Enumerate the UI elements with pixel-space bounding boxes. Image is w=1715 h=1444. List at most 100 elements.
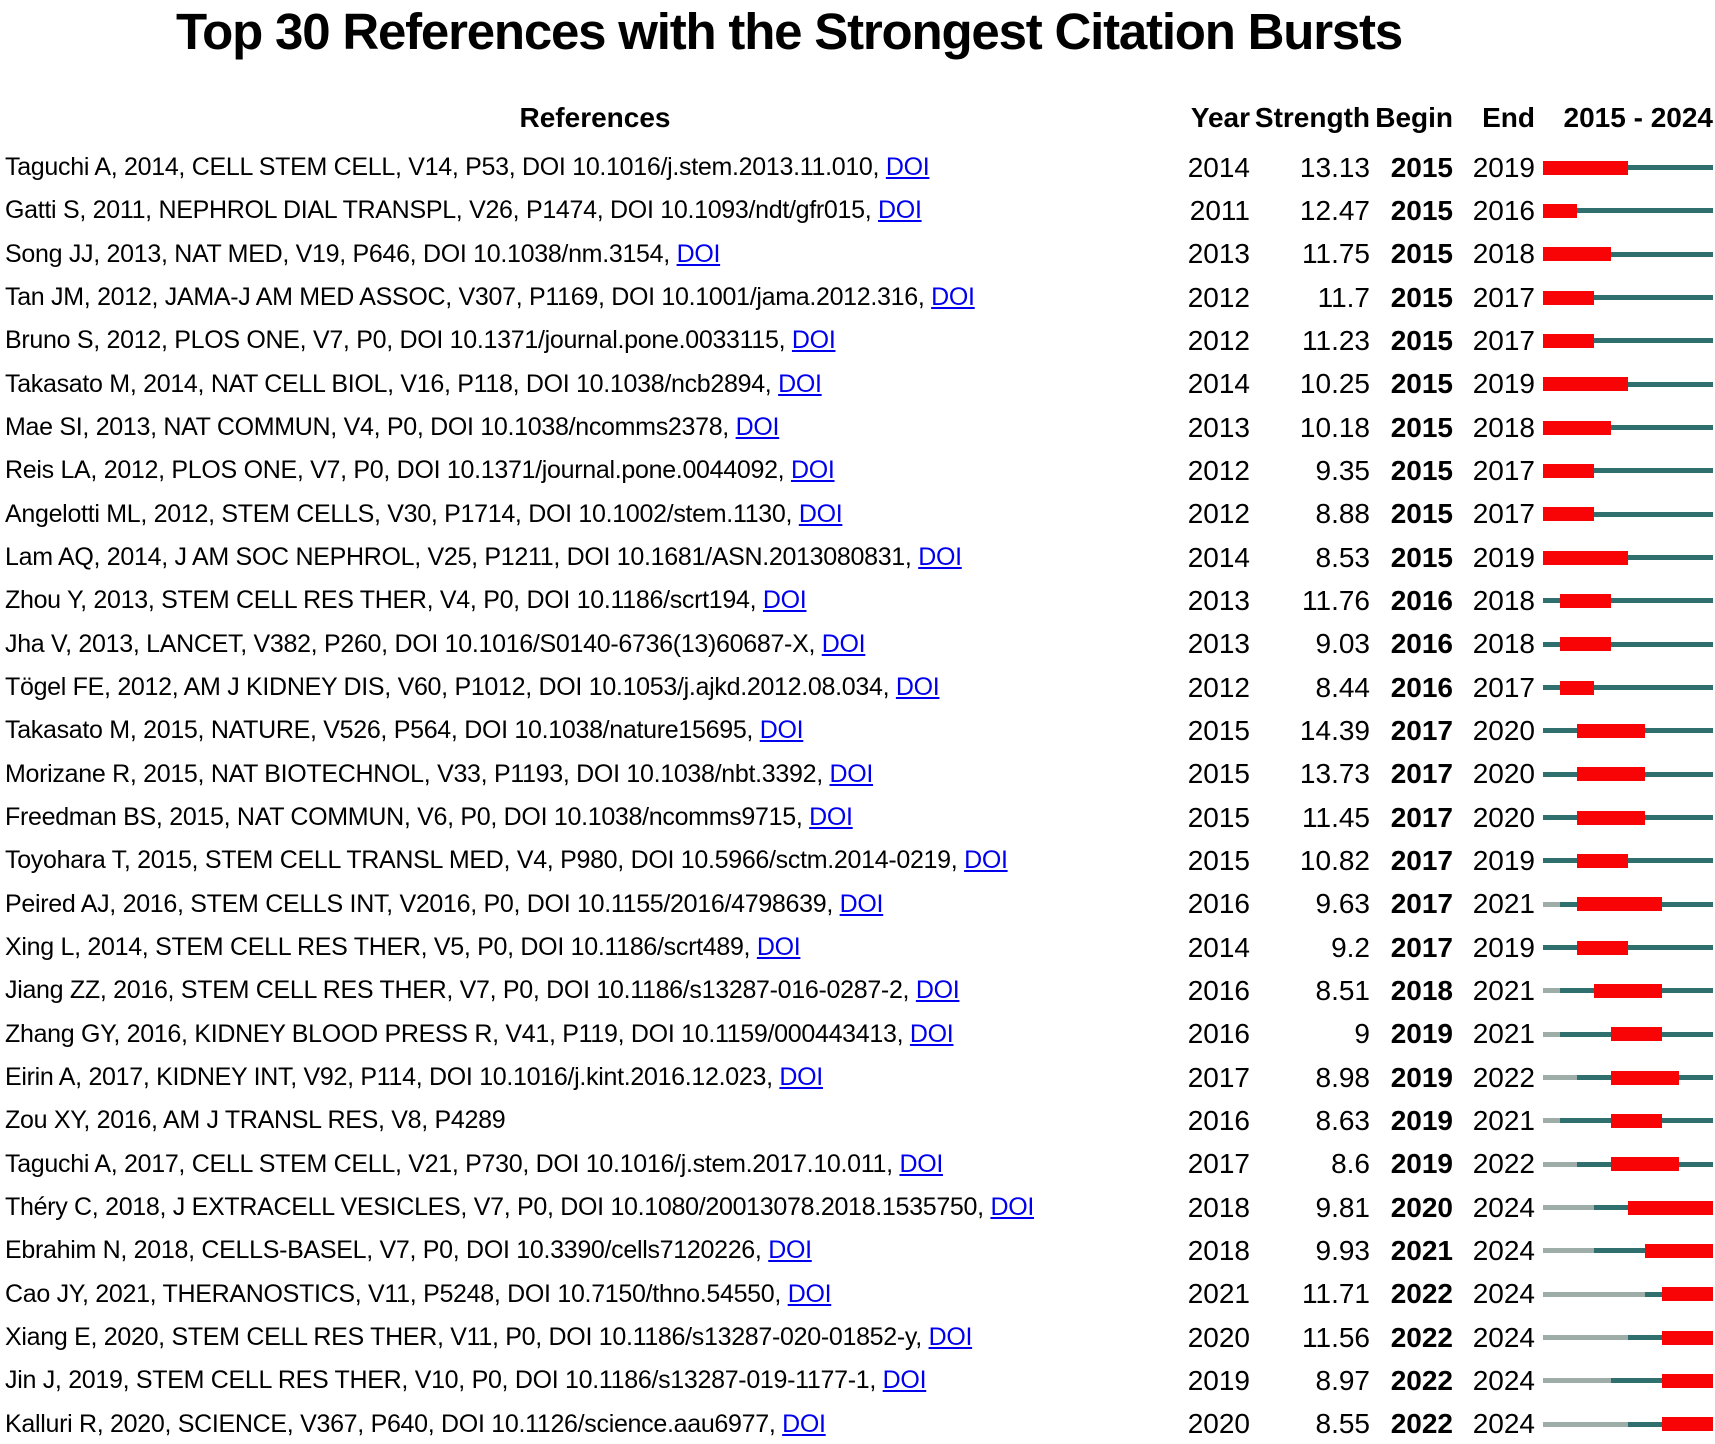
timeline-cell [1535, 1070, 1715, 1085]
doi-link[interactable]: DOI [829, 759, 874, 788]
doi-link[interactable]: DOI [790, 456, 835, 485]
year-cell: 2018 [1187, 1234, 1250, 1266]
table-row: Tögel FE, 2012, AM J KIDNEY DIS, V60, P1… [0, 666, 1715, 709]
doi-link[interactable]: DOI [782, 1409, 826, 1438]
burst-timeline-bar [1543, 420, 1713, 435]
table-row: Mae SI, 2013, NAT COMMUN, V4, P0, DOI 10… [0, 406, 1715, 449]
burst-timeline-bar [1543, 897, 1713, 912]
begin-cell: 2017 [1390, 714, 1453, 746]
timeline-cell [1535, 1287, 1715, 1302]
strength-cell: 8.6 [1331, 1148, 1370, 1180]
year-cell: 2011 [1189, 194, 1250, 226]
begin-cell: 2015 [1390, 324, 1453, 356]
year-cell: 2016 [1187, 1018, 1250, 1050]
strength-cell: 11.56 [1302, 1321, 1370, 1353]
burst-segment [1560, 637, 1611, 652]
end-cell: 2017 [1472, 281, 1535, 313]
table-row: Eirin A, 2017, KIDNEY INT, V92, P114, DO… [0, 1056, 1715, 1099]
burst-timeline-bar [1543, 333, 1713, 348]
begin-cell: 2016 [1390, 671, 1453, 703]
doi-link[interactable]: DOI [768, 1236, 812, 1265]
doi-link[interactable]: DOI [882, 1366, 927, 1395]
table-row: Kalluri R, 2020, SCIENCE, V367, P640, DO… [0, 1403, 1715, 1444]
reference-citation: Tögel FE, 2012, AM J KIDNEY DIS, V60, P1… [5, 673, 890, 702]
reference-citation: Xing L, 2014, STEM CELL RES THER, V5, P0… [5, 933, 751, 962]
table-row: Toyohara T, 2015, STEM CELL TRANSL MED, … [0, 839, 1715, 882]
timeline-segment [1594, 1248, 1645, 1254]
timeline-segment [1628, 381, 1713, 387]
doi-link[interactable]: DOI [779, 1063, 823, 1092]
begin-cell: 2015 [1390, 454, 1453, 486]
doi-link[interactable]: DOI [990, 1193, 1034, 1222]
table-row: Freedman BS, 2015, NAT COMMUN, V6, P0, D… [0, 796, 1715, 839]
doi-link[interactable]: DOI [885, 153, 930, 182]
doi-link[interactable]: DOI [915, 976, 960, 1005]
begin-cell: 2015 [1390, 411, 1453, 443]
doi-link[interactable]: DOI [762, 586, 807, 615]
strength-cell: 9.93 [1315, 1234, 1371, 1266]
column-header-year: Year [1190, 102, 1250, 133]
reference-text: Tögel FE, 2012, AM J KIDNEY DIS, V60, P1… [0, 673, 1078, 702]
reference-citation: Taguchi A, 2017, CELL STEM CELL, V21, P7… [5, 1149, 893, 1178]
timeline-segment [1594, 295, 1713, 301]
timeline-cell [1535, 550, 1715, 565]
year-cell: 2017 [1187, 1148, 1250, 1180]
end-cell: 2020 [1472, 801, 1535, 833]
column-header-references: References [519, 102, 671, 133]
doi-link[interactable]: DOI [809, 803, 853, 832]
doi-link[interactable]: DOI [839, 889, 884, 918]
strength-cell: 10.18 [1299, 411, 1370, 443]
reference-citation: Ebrahim N, 2018, CELLS-BASEL, V7, P0, DO… [5, 1236, 762, 1265]
strength-cell: 11.71 [1302, 1278, 1370, 1310]
reference-citation: Cao JY, 2021, THERANOSTICS, V11, P5248, … [5, 1279, 782, 1308]
doi-link[interactable]: DOI [798, 499, 843, 528]
pre-publication-segment [1543, 988, 1560, 994]
doi-link[interactable]: DOI [928, 1323, 973, 1352]
begin-cell: 2022 [1390, 1408, 1453, 1440]
doi-link[interactable]: DOI [735, 413, 780, 442]
burst-segment [1662, 1330, 1713, 1345]
doi-link[interactable]: DOI [918, 543, 962, 572]
burst-segment [1662, 1287, 1713, 1302]
doi-link[interactable]: DOI [821, 629, 866, 658]
timeline-segment [1662, 1118, 1713, 1124]
strength-cell: 11.23 [1302, 324, 1370, 356]
timeline-segment [1628, 1335, 1662, 1341]
doi-link[interactable]: DOI [759, 716, 804, 745]
doi-link[interactable]: DOI [931, 283, 975, 312]
doi-link[interactable]: DOI [756, 933, 801, 962]
timeline-segment [1662, 988, 1713, 994]
table-row: Xiang E, 2020, STEM CELL RES THER, V11, … [0, 1316, 1715, 1359]
table-row: Takasato M, 2014, NAT CELL BIOL, V16, P1… [0, 363, 1715, 406]
timeline-segment [1577, 208, 1713, 214]
doi-link[interactable]: DOI [676, 239, 721, 268]
doi-link[interactable]: DOI [895, 673, 940, 702]
doi-link[interactable]: DOI [787, 1279, 832, 1308]
end-cell: 2018 [1472, 238, 1535, 270]
table-row: Bruno S, 2012, PLOS ONE, V7, P0, DOI 10.… [0, 319, 1715, 362]
reference-text: Takasato M, 2014, NAT CELL BIOL, V16, P1… [0, 370, 1078, 399]
reference-citation: Takasato M, 2015, NATURE, V526, P564, DO… [5, 716, 754, 745]
doi-link[interactable]: DOI [778, 369, 822, 398]
doi-link[interactable]: DOI [878, 196, 922, 225]
strength-cell: 10.25 [1299, 368, 1370, 400]
doi-link[interactable]: DOI [909, 1019, 954, 1048]
doi-link[interactable]: DOI [964, 846, 1008, 875]
reference-citation: Lam AQ, 2014, J AM SOC NEPHROL, V25, P12… [5, 543, 912, 572]
end-cell: 2018 [1472, 628, 1535, 660]
doi-link[interactable]: DOI [791, 326, 836, 355]
timeline-segment [1645, 1291, 1662, 1297]
timeline-segment [1543, 815, 1577, 821]
doi-link[interactable]: DOI [899, 1149, 943, 1178]
timeline-segment [1543, 728, 1577, 734]
burst-timeline-bar [1543, 853, 1713, 868]
year-cell: 2015 [1187, 714, 1250, 746]
end-cell: 2017 [1472, 324, 1535, 356]
timeline-segment [1543, 641, 1560, 647]
strength-cell: 8.55 [1315, 1408, 1371, 1440]
pre-publication-segment [1543, 1075, 1577, 1081]
burst-timeline-bar [1543, 377, 1713, 392]
burst-segment [1577, 810, 1645, 825]
strength-cell: 8.88 [1315, 498, 1371, 530]
strength-cell: 8.51 [1315, 974, 1371, 1006]
